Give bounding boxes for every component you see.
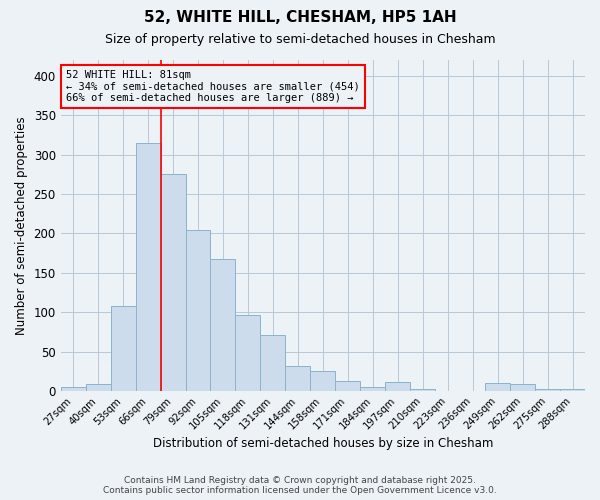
Bar — [410, 388, 435, 391]
Bar — [235, 314, 260, 391]
Y-axis label: Number of semi-detached properties: Number of semi-detached properties — [15, 116, 28, 335]
Bar — [360, 387, 385, 391]
Bar — [260, 335, 286, 391]
Bar — [535, 388, 560, 391]
Bar — [161, 174, 185, 391]
Bar — [335, 380, 360, 391]
Text: 52, WHITE HILL, CHESHAM, HP5 1AH: 52, WHITE HILL, CHESHAM, HP5 1AH — [143, 10, 457, 25]
Bar — [185, 230, 211, 391]
Bar — [136, 142, 161, 391]
Bar — [510, 384, 535, 391]
Bar — [385, 382, 410, 391]
Bar — [211, 258, 235, 391]
Bar — [485, 383, 510, 391]
Bar — [310, 372, 335, 391]
Text: Contains HM Land Registry data © Crown copyright and database right 2025.
Contai: Contains HM Land Registry data © Crown c… — [103, 476, 497, 495]
Bar — [61, 387, 86, 391]
Bar — [86, 384, 110, 391]
Bar — [286, 366, 310, 391]
Bar — [560, 390, 585, 391]
X-axis label: Distribution of semi-detached houses by size in Chesham: Distribution of semi-detached houses by … — [152, 437, 493, 450]
Text: 52 WHITE HILL: 81sqm
← 34% of semi-detached houses are smaller (454)
66% of semi: 52 WHITE HILL: 81sqm ← 34% of semi-detac… — [66, 70, 359, 103]
Bar — [110, 306, 136, 391]
Text: Size of property relative to semi-detached houses in Chesham: Size of property relative to semi-detach… — [104, 32, 496, 46]
